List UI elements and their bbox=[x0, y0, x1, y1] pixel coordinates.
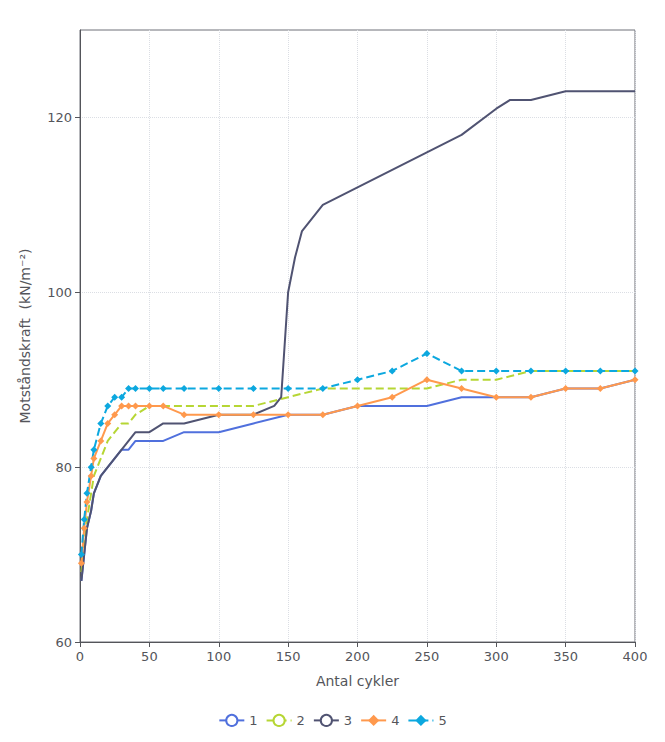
svg-text:50: 50 bbox=[141, 649, 158, 664]
svg-text:250: 250 bbox=[414, 649, 439, 664]
svg-text:400: 400 bbox=[623, 649, 648, 664]
svg-text:Motståndskraft (kN/m⁻²): Motståndskraft (kN/m⁻²) bbox=[17, 249, 33, 424]
svg-text:4: 4 bbox=[391, 713, 399, 728]
svg-text:120: 120 bbox=[47, 110, 72, 125]
svg-text:100: 100 bbox=[206, 649, 231, 664]
svg-text:350: 350 bbox=[553, 649, 578, 664]
svg-text:60: 60 bbox=[55, 635, 72, 650]
svg-text:200: 200 bbox=[345, 649, 370, 664]
svg-text:0: 0 bbox=[76, 649, 84, 664]
svg-text:3: 3 bbox=[344, 713, 352, 728]
svg-text:100: 100 bbox=[47, 285, 72, 300]
svg-text:1: 1 bbox=[249, 713, 257, 728]
svg-text:5: 5 bbox=[438, 713, 446, 728]
svg-text:2: 2 bbox=[297, 713, 305, 728]
svg-text:300: 300 bbox=[484, 649, 509, 664]
svg-text:Antal cykler: Antal cykler bbox=[316, 673, 399, 689]
svg-text:150: 150 bbox=[276, 649, 301, 664]
svg-text:80: 80 bbox=[55, 460, 72, 475]
